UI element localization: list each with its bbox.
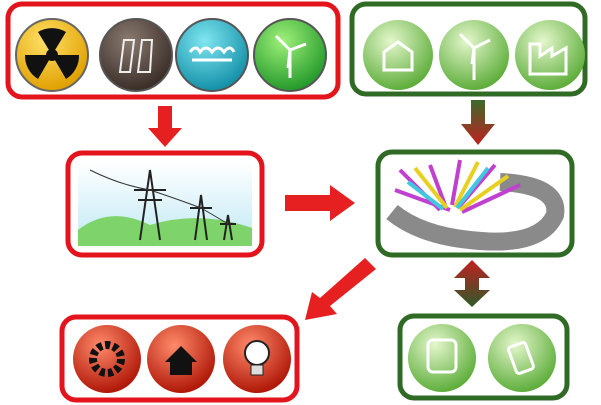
arrow	[305, 258, 376, 320]
transport-box	[400, 316, 567, 398]
transmission-box	[68, 153, 262, 255]
diagram	[0, 0, 601, 405]
arrow	[454, 260, 490, 307]
green-sources-box	[352, 4, 585, 94]
consumers-box	[62, 317, 297, 400]
distribution-box	[378, 152, 572, 255]
arrow	[285, 185, 355, 221]
arrow	[461, 100, 495, 145]
arrow	[148, 106, 182, 147]
sources-box	[8, 4, 338, 97]
